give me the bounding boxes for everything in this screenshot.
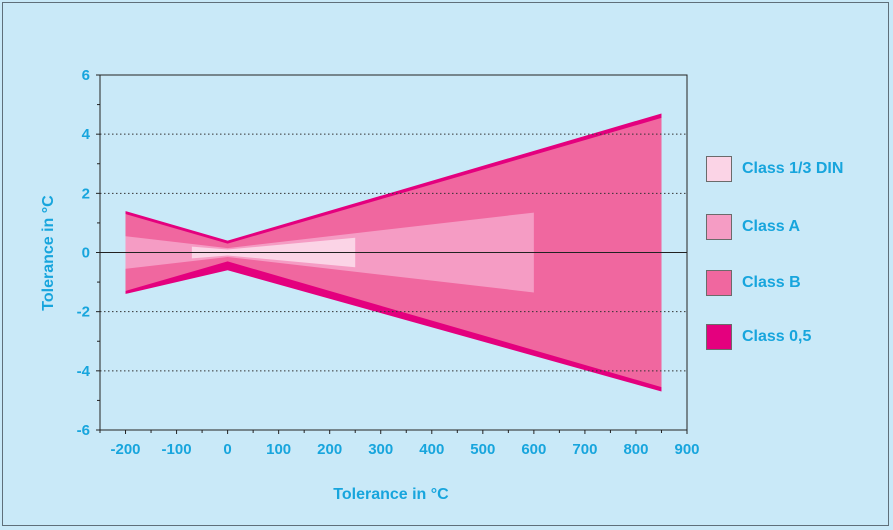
tick-labels: -200 -100 0 100 200 300 400 500 600 700 800 900 -6 -4… bbox=[77, 67, 700, 458]
legend-item-class-0-5: Class 0,5 bbox=[706, 324, 891, 350]
legend-item-class-a: Class A bbox=[706, 214, 891, 240]
axes bbox=[96, 74, 688, 434]
legend-swatch bbox=[706, 156, 732, 182]
x-tick-label: 900 bbox=[674, 441, 699, 458]
x-tick-label: 300 bbox=[368, 441, 393, 458]
x-tick-label: 700 bbox=[572, 441, 597, 458]
x-tick-label: -100 bbox=[162, 441, 192, 458]
y-tick-label: -2 bbox=[77, 304, 90, 321]
legend-swatch bbox=[706, 214, 732, 240]
legend-label: Class A bbox=[742, 218, 801, 235]
legend-label: Class 0,5 bbox=[742, 328, 812, 345]
legend-swatch bbox=[706, 270, 732, 296]
x-axis-title: Tolerance in °C bbox=[333, 486, 449, 503]
y-tick-label: 0 bbox=[82, 245, 90, 262]
legend-item-class-1-3-din: Class 1/3 DIN bbox=[706, 156, 891, 182]
grid-lines bbox=[100, 133, 687, 372]
legend-label: Class 1/3 DIN bbox=[742, 160, 844, 177]
y-tick-label: -6 bbox=[77, 422, 90, 439]
x-tick-label: 0 bbox=[223, 441, 231, 458]
x-tick-label: 400 bbox=[419, 441, 444, 458]
x-tick-label: 200 bbox=[317, 441, 342, 458]
x-tick-label: 800 bbox=[623, 441, 648, 458]
x-tick-label: -200 bbox=[111, 441, 141, 458]
x-tick-label: 100 bbox=[266, 441, 291, 458]
x-tick-label: 600 bbox=[521, 441, 546, 458]
y-axis-title: Tolerance in °C bbox=[40, 195, 57, 311]
y-tick-label: 2 bbox=[82, 185, 90, 202]
legend-label: Class B bbox=[742, 274, 801, 291]
legend-swatch bbox=[706, 324, 732, 350]
y-tick-label: -4 bbox=[77, 363, 91, 380]
tolerance-chart: -200 -100 0 100 200 300 400 500 600 700 800 900 -6 -4… bbox=[40, 67, 700, 503]
y-tick-label: 6 bbox=[82, 67, 90, 84]
y-tick-label: 4 bbox=[82, 126, 91, 143]
legend-item-class-b: Class B bbox=[706, 270, 891, 296]
x-tick-label: 500 bbox=[470, 441, 495, 458]
